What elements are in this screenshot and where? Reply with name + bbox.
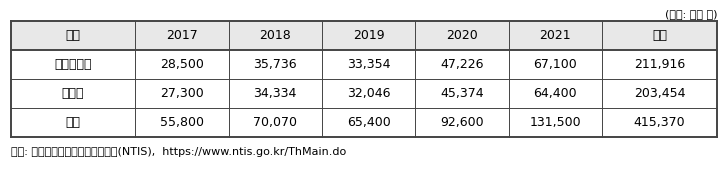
- Text: 합계: 합계: [652, 29, 667, 42]
- Text: 자료: 국가과학기술지식정보서비스(NTIS),  https://www.ntis.go.kr/ThMain.do: 자료: 국가과학기술지식정보서비스(NTIS), https://www.nti…: [11, 147, 346, 157]
- Text: 과기정통부: 과기정통부: [54, 58, 92, 71]
- Text: 92,600: 92,600: [440, 116, 484, 129]
- Text: 47,226: 47,226: [440, 58, 484, 71]
- Text: 2019: 2019: [353, 29, 384, 42]
- Text: 28,500: 28,500: [160, 58, 204, 71]
- Text: 211,916: 211,916: [634, 58, 685, 71]
- Text: 32,046: 32,046: [347, 87, 390, 100]
- Text: 27,300: 27,300: [160, 87, 204, 100]
- Text: 2021: 2021: [539, 29, 571, 42]
- Text: 합계: 합계: [66, 116, 81, 129]
- Text: 34,334: 34,334: [254, 87, 297, 100]
- Text: 131,500: 131,500: [529, 116, 581, 129]
- Text: 55,800: 55,800: [160, 116, 204, 129]
- Text: 64,400: 64,400: [534, 87, 577, 100]
- Text: 35,736: 35,736: [253, 58, 297, 71]
- Text: 산업부: 산업부: [62, 87, 84, 100]
- Text: 70,070: 70,070: [253, 116, 297, 129]
- Text: 2020: 2020: [446, 29, 478, 42]
- Text: 67,100: 67,100: [534, 58, 577, 71]
- Text: 구분: 구분: [66, 29, 81, 42]
- Text: (단위: 백만 원): (단위: 백만 원): [665, 9, 717, 19]
- Text: 65,400: 65,400: [347, 116, 391, 129]
- Text: 203,454: 203,454: [634, 87, 686, 100]
- Text: 415,370: 415,370: [634, 116, 686, 129]
- Text: 33,354: 33,354: [347, 58, 390, 71]
- Text: 2017: 2017: [166, 29, 198, 42]
- Text: 2018: 2018: [260, 29, 291, 42]
- Text: 45,374: 45,374: [440, 87, 484, 100]
